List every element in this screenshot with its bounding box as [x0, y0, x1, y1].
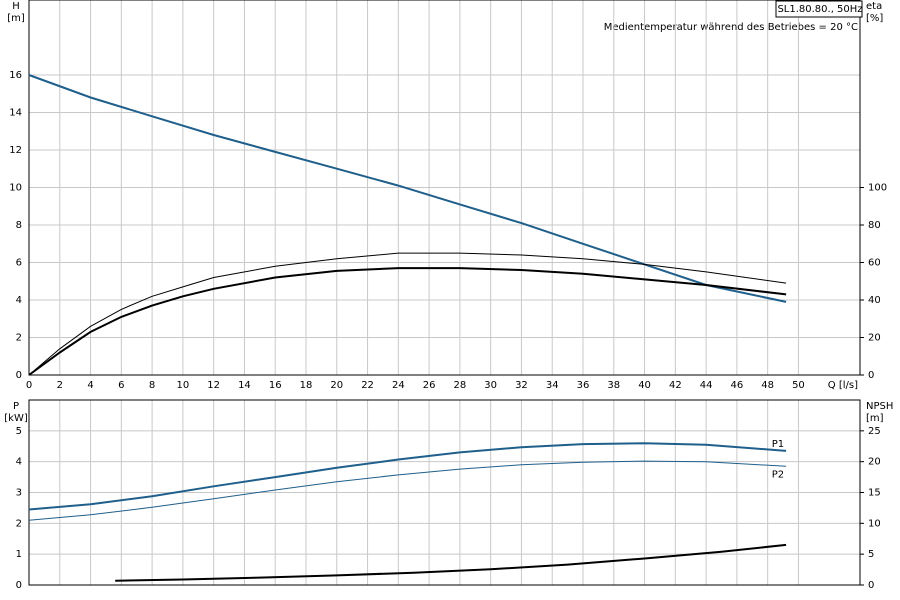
x-tick-label: 6 [118, 380, 124, 391]
y2-tick-label: 80 [868, 220, 881, 231]
y2-tick-label: 15 [868, 488, 881, 499]
y2-tick-label: 100 [868, 183, 887, 194]
y-axis-label: P [13, 401, 19, 412]
x-tick-label: 10 [177, 380, 190, 391]
y2-axis-unit: [%] [866, 13, 883, 24]
x-tick-label: 42 [669, 380, 682, 391]
y2-tick-label: 10 [868, 518, 881, 529]
y-tick-label: 2 [16, 518, 22, 529]
x-tick-label: 14 [238, 380, 251, 391]
y2-tick-label: 25 [868, 426, 881, 437]
y-tick-label: 5 [16, 426, 22, 437]
y-tick-label: 3 [16, 488, 22, 499]
y2-tick-label: 0 [868, 580, 874, 591]
x-tick-label: 4 [87, 380, 93, 391]
x-tick-label: 24 [392, 380, 405, 391]
y-tick-label: 4 [16, 457, 22, 468]
x-axis-label: Q [l/s] [828, 380, 858, 391]
y-tick-label: 10 [9, 183, 22, 194]
x-tick-label: 40 [638, 380, 651, 391]
y2-tick-label: 40 [868, 295, 881, 306]
x-tick-label: 2 [57, 380, 63, 391]
y-tick-label: 8 [16, 220, 22, 231]
y2-tick-label: 0 [868, 370, 874, 381]
plot-frame [28, 0, 861, 376]
y2-tick-label: 20 [868, 457, 881, 468]
x-tick-label: 16 [269, 380, 282, 391]
x-tick-label: 30 [484, 380, 497, 391]
y-tick-label: 14 [9, 108, 22, 119]
x-tick-label: 12 [207, 380, 220, 391]
curve [28, 252, 787, 376]
y-tick-label: 16 [9, 70, 22, 81]
y2-tick-label: 5 [868, 549, 874, 560]
y2-axis-unit: [m] [866, 413, 884, 424]
y-axis-unit: [m] [7, 13, 25, 24]
x-tick-label: 48 [761, 380, 774, 391]
y-tick-label: 12 [9, 145, 22, 156]
y-tick-label: 4 [16, 295, 22, 306]
y-tick-label: 0 [16, 580, 22, 591]
series-label: P1 [772, 439, 784, 450]
curve [28, 267, 787, 376]
x-tick-label: 28 [454, 380, 467, 391]
x-tick-label: 38 [607, 380, 620, 391]
y2-axis-label: NPSH [866, 401, 893, 412]
y2-axis-label: eta [866, 1, 882, 12]
x-tick-label: 20 [330, 380, 343, 391]
y-tick-label: 0 [16, 370, 22, 381]
x-tick-label: 50 [792, 380, 805, 391]
x-tick-label: 34 [546, 380, 559, 391]
series-label: P2 [772, 469, 784, 480]
plot-frame [28, 399, 861, 586]
x-tick-label: 32 [515, 380, 528, 391]
x-tick-label: 36 [577, 380, 590, 391]
x-tick-label: 44 [700, 380, 713, 391]
curve [115, 543, 787, 582]
curve [28, 460, 787, 521]
x-tick-label: 8 [149, 380, 155, 391]
y2-tick-label: 60 [868, 258, 881, 269]
title-box [775, 0, 863, 18]
x-tick-label: 22 [361, 380, 374, 391]
x-tick-label: 46 [731, 380, 744, 391]
chart-subtitle: Medientemperatur während des Betriebes =… [604, 22, 858, 33]
y-tick-label: 2 [16, 333, 22, 344]
y-axis-label: H [12, 1, 20, 12]
y-tick-label: 1 [16, 549, 22, 560]
x-tick-label: 0 [26, 380, 32, 391]
x-tick-label: 26 [423, 380, 436, 391]
x-tick-label: 18 [300, 380, 313, 391]
curve [28, 442, 787, 511]
y-tick-label: 6 [16, 258, 22, 269]
y2-tick-label: 20 [868, 333, 881, 344]
y-axis-unit: [kW] [4, 413, 28, 424]
chart-title: SL1.80.80., 50Hz [777, 4, 862, 15]
